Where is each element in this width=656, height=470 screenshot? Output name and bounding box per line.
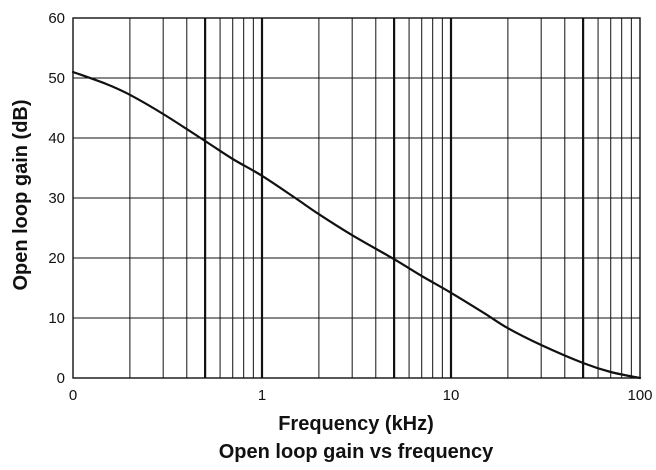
chart-title: Open loop gain vs frequency xyxy=(219,441,494,463)
y-tick-labels: 0 10 20 30 40 50 60 xyxy=(48,10,65,387)
y-tick-label: 50 xyxy=(48,70,65,87)
x-tick-labels: 0 1 10 100 xyxy=(69,387,653,404)
y-axis-title: Open loop gain (dB) xyxy=(10,99,32,290)
x-axis-title: Frequency (kHz) xyxy=(278,413,434,435)
series-line-open-loop-gain xyxy=(71,70,642,380)
x-tick-label: 100 xyxy=(627,387,652,404)
gridlines xyxy=(73,18,640,378)
y-tick-label: 10 xyxy=(48,310,65,327)
y-tick-label: 30 xyxy=(48,190,65,207)
x-tick-label: 10 xyxy=(443,387,460,404)
series-curve-group xyxy=(71,70,642,380)
y-tick-label: 40 xyxy=(48,130,65,147)
x-tick-label: 1 xyxy=(258,387,266,404)
y-tick-label: 60 xyxy=(48,10,65,27)
y-tick-label: 20 xyxy=(48,250,65,267)
x-tick-label: 0 xyxy=(69,387,77,404)
y-tick-label: 0 xyxy=(57,370,65,387)
plot-frame xyxy=(72,17,641,379)
